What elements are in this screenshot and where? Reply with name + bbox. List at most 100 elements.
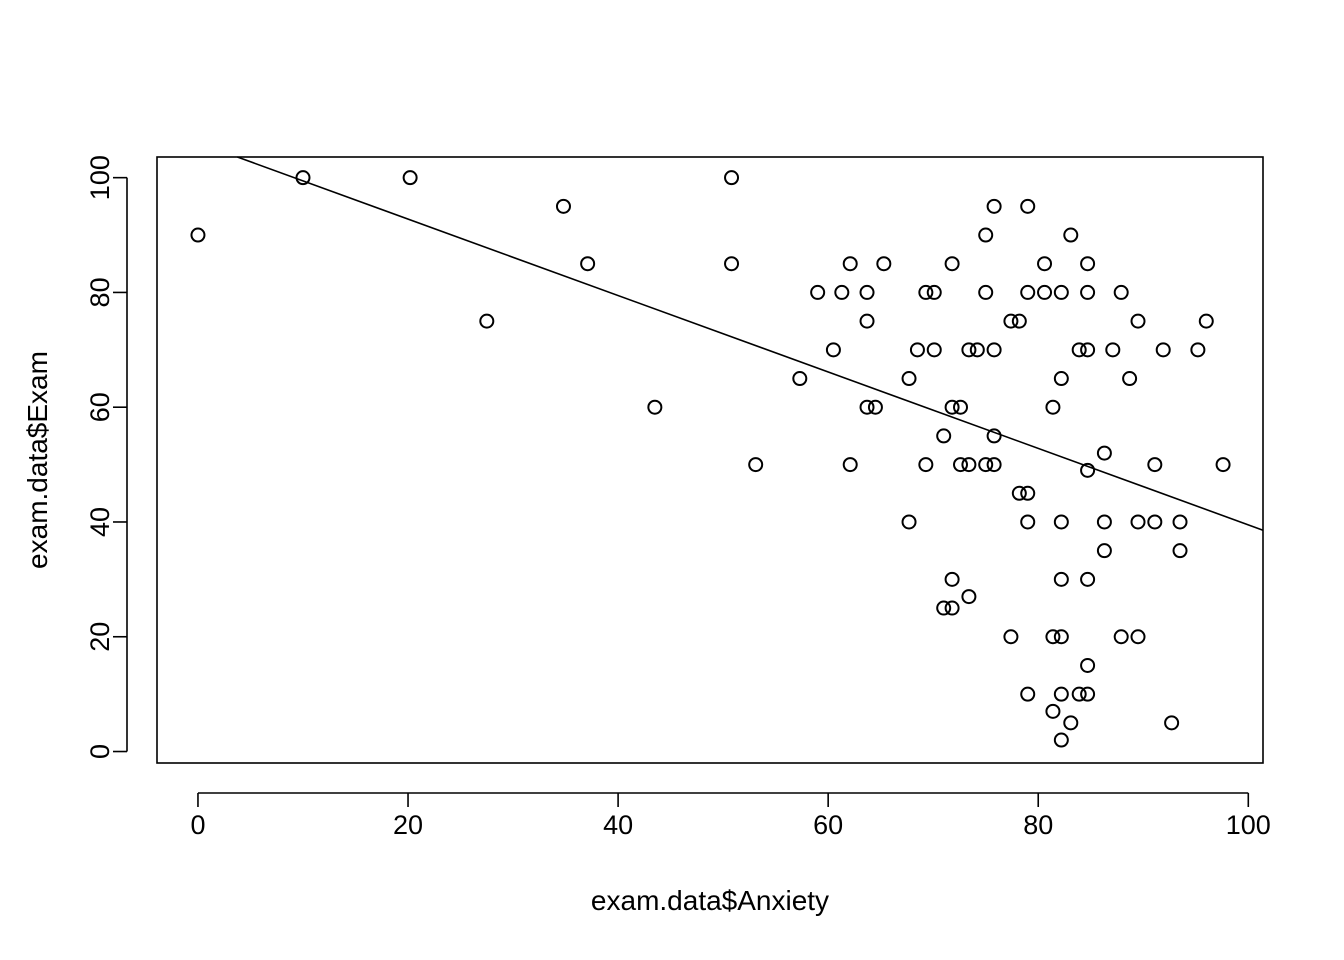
- data-point: [1071, 342, 1087, 358]
- data-point: [978, 227, 994, 243]
- data-point: [1130, 313, 1146, 329]
- data-point: [1164, 715, 1180, 731]
- data-point: [1122, 371, 1138, 387]
- data-point: [1096, 514, 1112, 530]
- data-point: [1037, 284, 1053, 300]
- data-point: [936, 600, 952, 616]
- data-point: [1080, 686, 1096, 702]
- data-point: [1190, 342, 1206, 358]
- data-point: [1080, 462, 1096, 478]
- data-point: [1215, 457, 1231, 473]
- data-point: [961, 589, 977, 605]
- data-point: [978, 457, 994, 473]
- x-axis-title: exam.data$Anxiety: [591, 885, 829, 916]
- data-point: [909, 342, 925, 358]
- data-point: [1011, 485, 1027, 501]
- data-point: [1080, 657, 1096, 673]
- data-point: [978, 284, 994, 300]
- data-point: [918, 457, 934, 473]
- x-tick-label: 80: [1023, 810, 1053, 840]
- data-point: [1172, 514, 1188, 530]
- data-point: [825, 342, 841, 358]
- data-point: [986, 198, 1002, 214]
- data-point: [986, 457, 1002, 473]
- data-point: [944, 399, 960, 415]
- data-point: [944, 600, 960, 616]
- data-point: [1045, 629, 1061, 645]
- data-point: [1080, 571, 1096, 587]
- data-point: [1080, 342, 1096, 358]
- data-point: [834, 284, 850, 300]
- data-point: [944, 571, 960, 587]
- data-point: [1003, 313, 1019, 329]
- data-point: [1053, 371, 1069, 387]
- x-tick-label: 40: [603, 810, 633, 840]
- data-point: [647, 399, 663, 415]
- data-point: [944, 256, 960, 272]
- data-point: [724, 256, 740, 272]
- data-point: [926, 284, 942, 300]
- y-axis: 0 20 40 60 80 100: [85, 155, 128, 759]
- data-point: [1011, 313, 1027, 329]
- data-point: [724, 170, 740, 186]
- data-point: [961, 457, 977, 473]
- data-point: [1053, 571, 1069, 587]
- data-point: [961, 342, 977, 358]
- x-axis: 0 20 40 60 80 100: [190, 792, 1271, 840]
- y-tick-label: 0: [85, 744, 115, 759]
- data-point: [555, 198, 571, 214]
- data-point: [792, 371, 808, 387]
- data-point: [1198, 313, 1214, 329]
- data-point: [859, 284, 875, 300]
- data-point: [1071, 686, 1087, 702]
- data-point: [1053, 514, 1069, 530]
- data-point: [1130, 514, 1146, 530]
- data-point: [402, 170, 418, 186]
- data-point: [1020, 514, 1036, 530]
- data-point: [479, 313, 495, 329]
- y-tick-label: 60: [85, 392, 115, 422]
- data-point: [876, 256, 892, 272]
- data-point: [1020, 198, 1036, 214]
- data-point: [1020, 485, 1036, 501]
- data-point: [1053, 686, 1069, 702]
- data-point: [1053, 629, 1069, 645]
- data-point: [1130, 629, 1146, 645]
- data-point: [936, 428, 952, 444]
- y-tick-label: 40: [85, 507, 115, 537]
- y-tick-label: 80: [85, 277, 115, 307]
- data-point: [918, 284, 934, 300]
- data-point: [1147, 514, 1163, 530]
- data-point: [1155, 342, 1171, 358]
- x-tick-label: 0: [190, 810, 205, 840]
- data-point: [986, 428, 1002, 444]
- data-point: [842, 457, 858, 473]
- data-point: [1063, 227, 1079, 243]
- data-point: [1096, 543, 1112, 559]
- y-axis-title: exam.data$Exam: [22, 351, 53, 569]
- data-point: [1037, 256, 1053, 272]
- data-point: [986, 342, 1002, 358]
- data-point: [969, 342, 985, 358]
- data-point: [1113, 629, 1129, 645]
- data-point: [1080, 284, 1096, 300]
- data-point: [1045, 703, 1061, 719]
- data-point: [1003, 629, 1019, 645]
- data-point: [842, 256, 858, 272]
- data-point: [1045, 399, 1061, 415]
- data-point: [190, 227, 206, 243]
- data-point: [867, 399, 883, 415]
- x-tick-label: 20: [393, 810, 423, 840]
- plot-area-frame: [156, 156, 1264, 764]
- data-point: [1080, 256, 1096, 272]
- data-point: [901, 514, 917, 530]
- y-tick-label: 20: [85, 622, 115, 652]
- data-point: [580, 256, 596, 272]
- data-point: [1147, 457, 1163, 473]
- data-point: [810, 284, 826, 300]
- data-point: [295, 170, 311, 186]
- data-point: [1053, 732, 1069, 748]
- data-point: [926, 342, 942, 358]
- data-point: [859, 399, 875, 415]
